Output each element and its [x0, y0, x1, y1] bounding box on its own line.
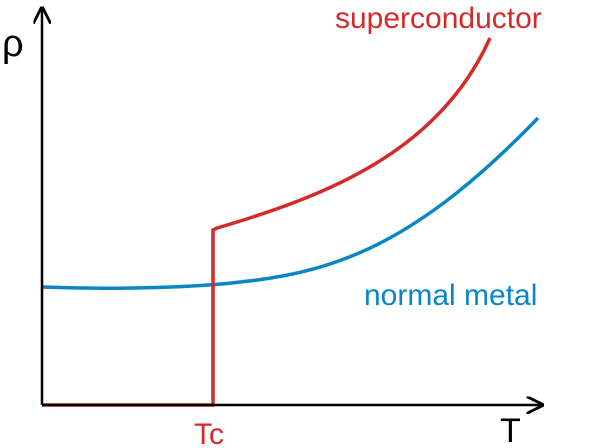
y-axis-label: ρ	[2, 23, 24, 65]
superconductor-curve	[42, 37, 492, 407]
x-axis-label: T	[500, 412, 521, 448]
tc-label: Tc	[194, 418, 224, 448]
normal-metal-label: normal metal	[364, 279, 537, 312]
superconductor-label: superconductor	[335, 2, 542, 35]
normal-metal-curve	[41, 116, 540, 290]
